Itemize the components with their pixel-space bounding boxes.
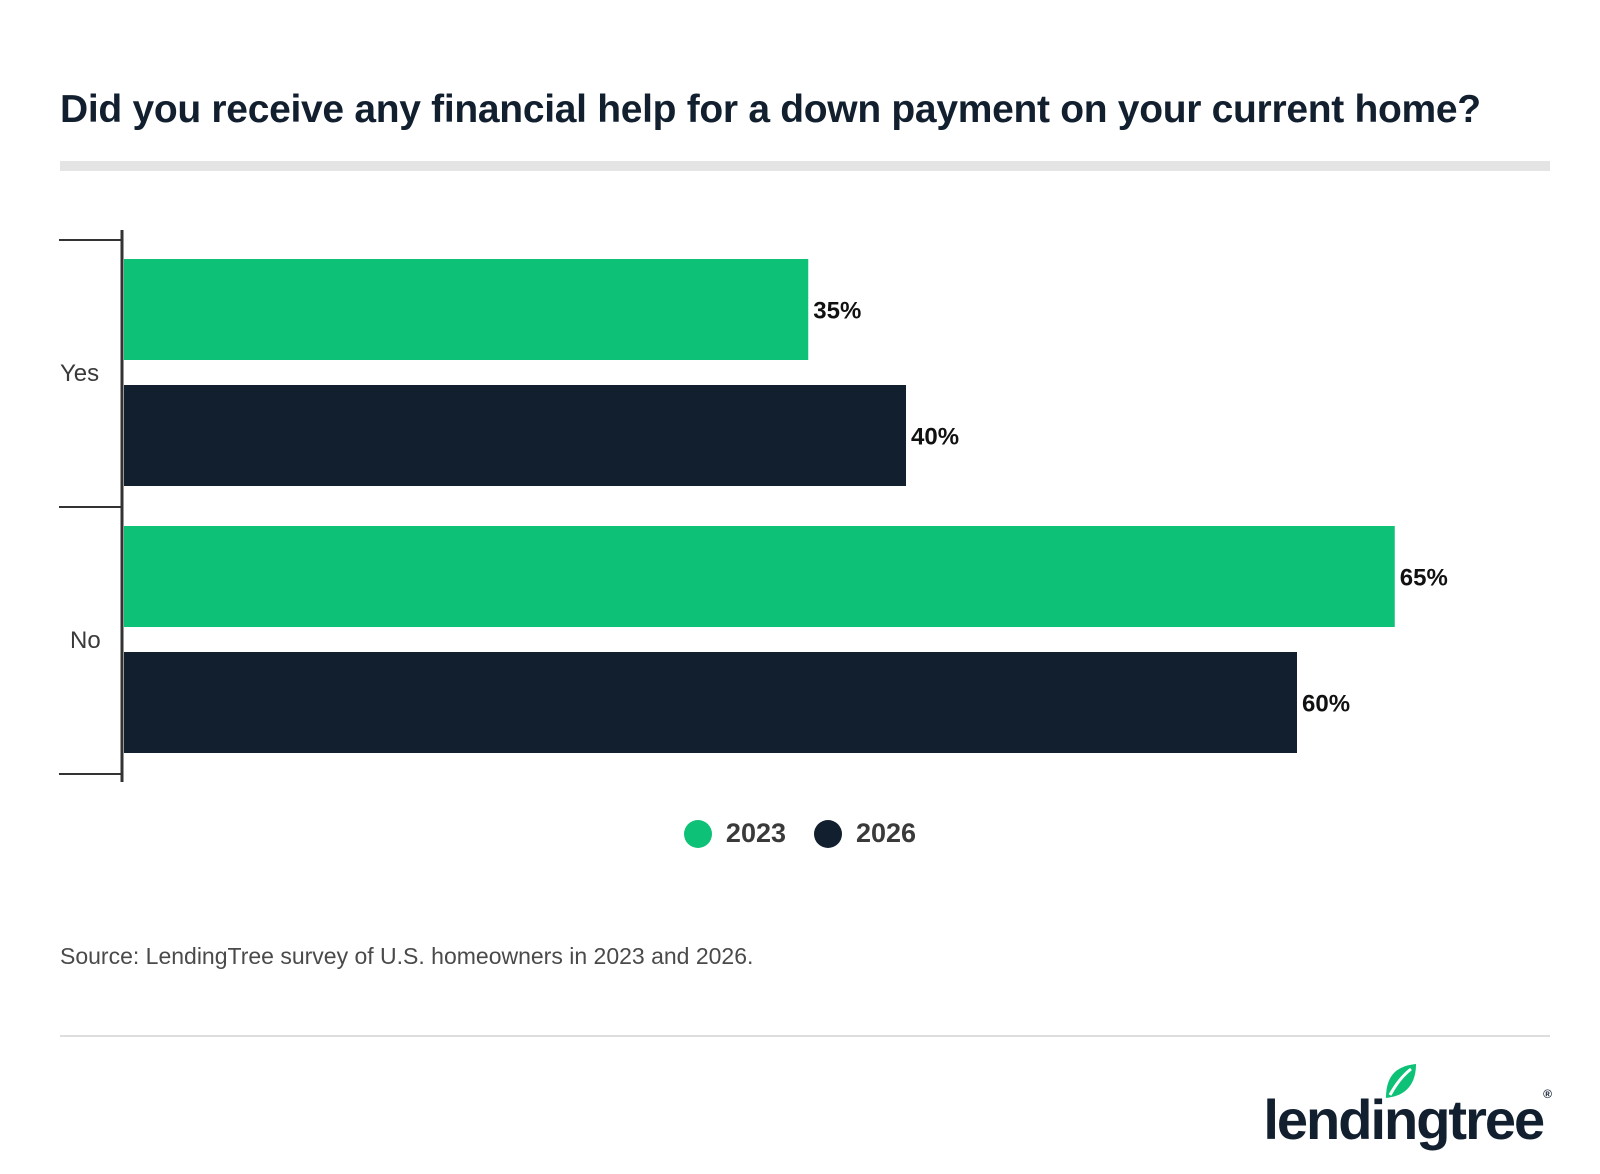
footer-divider — [60, 1035, 1550, 1037]
legend-swatch-2026 — [814, 819, 842, 848]
value-label-no-2026: 60% — [1302, 691, 1350, 718]
lendingtree-logo: lendingtree® — [1263, 1062, 1552, 1158]
category-label-yes: Yes — [60, 360, 99, 387]
leaf-icon — [1386, 1064, 1416, 1098]
chart-legend: 2023 2026 — [0, 818, 1600, 849]
legend-item-2023: 2023 — [683, 818, 786, 849]
legend-label-2026: 2026 — [856, 818, 917, 848]
legend-item-2026: 2026 — [814, 818, 916, 849]
source-note: Source: LendingTree survey of U.S. homeo… — [60, 943, 754, 969]
bar-yes-2026 — [124, 385, 906, 486]
value-label-yes-2023: 35% — [813, 298, 861, 325]
bar-no-2023 — [124, 526, 1395, 627]
legend-swatch-2023 — [683, 819, 712, 848]
value-label-yes-2026: 40% — [911, 424, 959, 451]
logo-wordmark: lendingtree — [1263, 1088, 1545, 1151]
title-divider — [60, 161, 1550, 171]
registered-mark: ® — [1543, 1087, 1552, 1101]
legend-label-2023: 2023 — [725, 818, 786, 848]
bar-no-2026 — [124, 652, 1297, 753]
category-label-no: No — [70, 627, 101, 654]
chart-title: Did you receive any financial help for a… — [60, 88, 1481, 131]
bar-yes-2023 — [124, 259, 809, 360]
value-label-no-2023: 65% — [1400, 565, 1448, 592]
